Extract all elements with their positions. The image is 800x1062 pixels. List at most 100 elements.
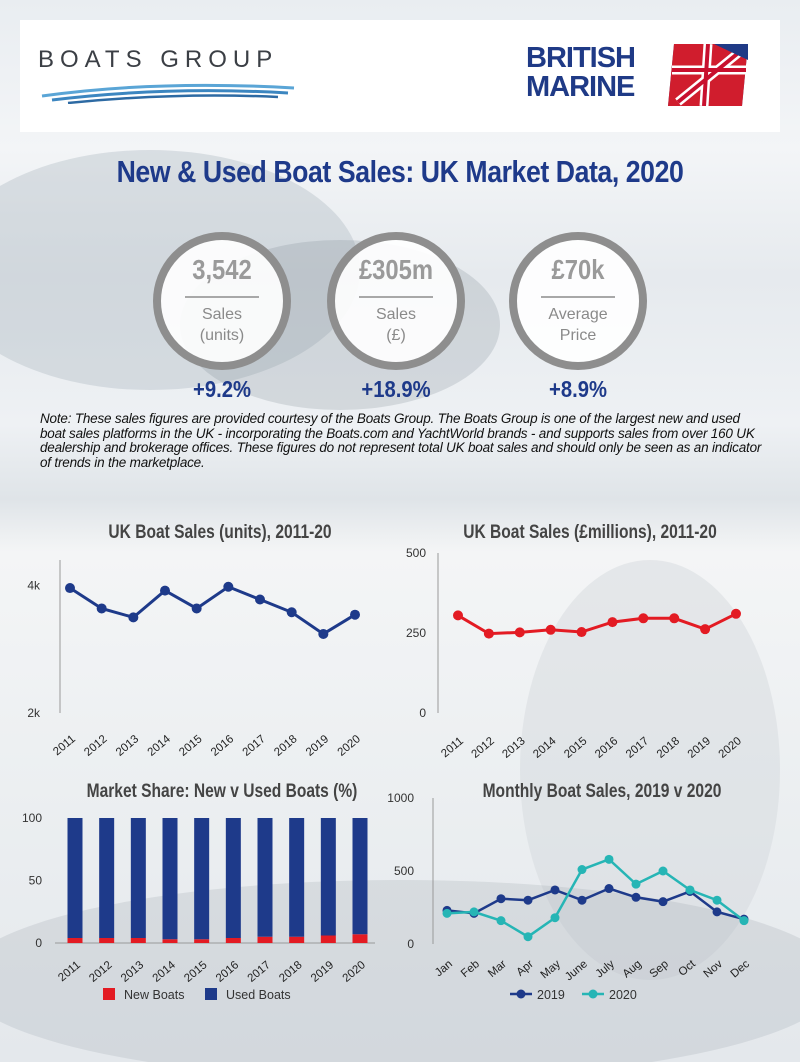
data-point: [286, 607, 297, 618]
x-tick-label: Sep: [648, 958, 671, 980]
stat-label-line1: Sales: [201, 306, 243, 323]
x-tick-label: 2013: [114, 733, 141, 759]
data-point: [658, 897, 668, 907]
british-marine-wordmark-line1: BRITISH: [526, 42, 636, 74]
y-tick-label: 250: [406, 626, 426, 640]
x-tick-label: 2019: [309, 959, 336, 985]
boats-group-wordmark: BOATS GROUP: [38, 46, 279, 73]
bar-used-boats: [67, 818, 83, 938]
boats-group-wave-icon: [41, 83, 295, 104]
data-point: [604, 884, 614, 894]
data-point: [65, 583, 75, 594]
chart-title: Market Share: New v Used Boats (%): [87, 780, 358, 802]
bar-new-boats: [352, 934, 368, 943]
bar-new-boats: [162, 939, 178, 943]
bar-used-boats: [99, 818, 115, 938]
x-tick-label: Jan: [433, 958, 455, 979]
data-point: [453, 610, 463, 621]
bar-new-boats: [257, 936, 273, 943]
data-point: [669, 613, 680, 624]
x-tick-label: Mar: [486, 958, 509, 980]
legend-label-used-boats: Used Boats: [226, 988, 291, 1002]
y-tick-label: 2k: [27, 706, 41, 720]
bar-new-boats: [289, 936, 305, 943]
legend-label-2019: 2019: [537, 988, 565, 1002]
bar-used-boats: [225, 818, 241, 938]
data-point: [469, 907, 479, 917]
boats-group-logo: BOATS GROUP: [38, 46, 298, 104]
stat-divider: [541, 296, 615, 298]
series-line-2019: [446, 887, 745, 921]
stat-value: £305m: [358, 254, 434, 285]
data-point: [577, 865, 587, 875]
legend-marker-2019: [516, 989, 526, 999]
y-tick-label: 500: [394, 864, 414, 878]
y-tick-label: 1000: [387, 791, 414, 805]
stat-divider: [185, 296, 259, 298]
bar-used-boats: [289, 818, 305, 937]
data-point: [638, 613, 649, 624]
data-point: [658, 866, 668, 876]
bar-used-boats: [257, 818, 273, 937]
y-tick-label: 500: [406, 546, 426, 560]
data-point: [631, 892, 641, 902]
x-tick-label: 2014: [146, 733, 174, 759]
x-tick-label: July: [594, 958, 618, 980]
bar-new-boats: [320, 935, 336, 943]
header-banner: [20, 20, 780, 132]
x-tick-label: 2011: [439, 735, 466, 760]
data-point: [712, 895, 722, 905]
stat-label: Sales (£): [335, 304, 457, 346]
data-point: [523, 895, 533, 905]
x-tick-label: 2013: [119, 959, 146, 985]
union-flag-icon: [668, 44, 748, 106]
series-line-2020: [446, 857, 745, 939]
x-tick-label: Nov: [702, 958, 726, 980]
bar-used-boats: [162, 818, 178, 940]
data-point: [604, 854, 614, 864]
data-point: [731, 608, 741, 619]
stat-label-line2: (units): [199, 327, 245, 344]
data-point: [577, 895, 587, 905]
stat-label-line2: Price: [559, 327, 597, 344]
stat-label: Average Price: [517, 304, 639, 346]
data-point: [442, 908, 452, 918]
bar-used-boats: [320, 818, 336, 936]
x-tick-label: 2015: [182, 959, 209, 985]
y-tick-label: 0: [35, 936, 42, 950]
x-tick-label: 2013: [500, 735, 527, 761]
data-point: [223, 581, 234, 592]
chart-title: UK Boat Sales (£millions), 2011-20: [463, 521, 716, 543]
x-tick-label: 2017: [624, 735, 651, 761]
bar-used-boats: [130, 818, 146, 938]
x-tick-label: Feb: [459, 958, 482, 980]
x-tick-label: 2014: [531, 735, 559, 761]
x-tick-label: 2020: [341, 959, 368, 985]
bar-new-boats: [194, 939, 210, 943]
x-tick-label: Oct: [677, 958, 699, 979]
x-tick-label: June: [563, 958, 590, 983]
page-title: New & Used Boat Sales: UK Market Data, 2…: [116, 154, 684, 189]
data-point: [523, 932, 533, 942]
stat-value: 3,542: [192, 254, 252, 285]
data-point: [712, 907, 722, 917]
stat-divider: [359, 296, 433, 298]
x-tick-label: May: [539, 958, 564, 981]
x-tick-label: 2017: [246, 959, 273, 985]
y-tick-label: 4k: [27, 579, 41, 593]
chart-title: Monthly Boat Sales, 2019 v 2020: [483, 780, 722, 802]
legend-label-new-boats: New Boats: [124, 988, 184, 1002]
british-marine-logo: BRITISH MARINE: [526, 44, 748, 106]
x-tick-label: 2018: [655, 735, 682, 761]
x-tick-label: 2016: [214, 959, 241, 985]
x-tick-label: 2020: [336, 733, 363, 759]
disclaimer-note: Note: These sales figures are provided c…: [40, 411, 762, 470]
x-tick-label: 2016: [593, 735, 620, 761]
data-point: [318, 628, 329, 639]
x-tick-label: 2019: [304, 733, 331, 759]
data-point: [350, 609, 360, 620]
x-tick-label: Dec: [729, 958, 753, 980]
stat-label: Sales (units): [161, 304, 283, 346]
